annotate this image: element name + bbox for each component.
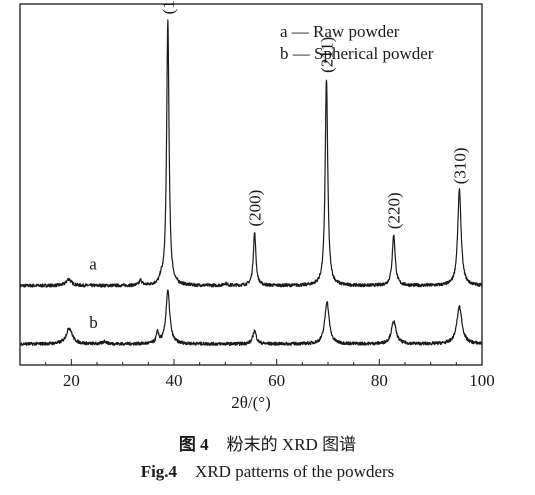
xrd-chart: a — Raw powder b — Spherical powder (110)… xyxy=(19,0,495,412)
x-tick-label: 40 xyxy=(166,371,183,390)
figure-title-zh: 粉末的 XRD 图谱 xyxy=(226,435,357,454)
series-group xyxy=(19,19,483,347)
x-tick-label: 80 xyxy=(371,371,388,390)
figure-title-en: XRD patterns of the powders xyxy=(195,462,395,481)
series-label-a: a xyxy=(89,255,97,274)
figure-caption-english: Fig.4 XRD patterns of the powders xyxy=(0,462,535,482)
figure-number-zh: 图 4 xyxy=(178,435,209,454)
peak-label-0: (110) xyxy=(159,0,178,14)
peak-labels: (110) (200) (211) (220) (310) xyxy=(159,0,470,229)
x-tick-label: 20 xyxy=(63,371,80,390)
peak-label-1: (200) xyxy=(246,190,265,227)
figure-caption-chinese: 图 4 粉末的 XRD 图谱 xyxy=(0,430,535,455)
legend-entry-1: b — Spherical powder xyxy=(280,44,434,63)
peak-label-3: (220) xyxy=(385,192,404,229)
x-axis-title: 2θ/(°) xyxy=(231,393,271,412)
x-tick-label: 60 xyxy=(268,371,285,390)
peak-label-4: (310) xyxy=(450,147,469,184)
x-axis-ticks: 20 40 60 80 100 xyxy=(19,359,495,390)
xrd-chart-svg: a — Raw powder b — Spherical powder (110)… xyxy=(19,0,495,412)
x-tick-label: 100 xyxy=(469,371,495,390)
figure-number-en: Fig.4 xyxy=(140,462,178,481)
series-labels: ab xyxy=(89,255,98,332)
series-line-b xyxy=(19,289,483,347)
series-label-b: b xyxy=(89,313,98,332)
legend: a — Raw powder b — Spherical powder xyxy=(280,22,434,63)
legend-entry-0: a — Raw powder xyxy=(280,22,400,41)
series-line-a xyxy=(19,19,483,288)
peak-label-2: (211) xyxy=(317,37,336,73)
